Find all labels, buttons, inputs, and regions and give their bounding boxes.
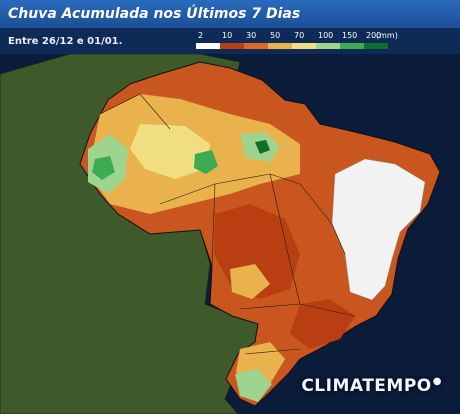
legend-swatch (244, 43, 268, 49)
legend-label: 30 (246, 31, 257, 40)
state-border-line (299, 183, 346, 255)
state-border-line (211, 183, 216, 267)
southeast-heavy (290, 299, 355, 349)
legend-swatch (292, 43, 316, 49)
legend-label: 70 (294, 31, 305, 40)
south-green (235, 369, 272, 402)
brand-name: CLIMATEMPO (301, 376, 432, 396)
state-border-line (269, 173, 301, 305)
para-dark-green (255, 140, 270, 154)
brand-logo: CLIMATEMPO● (301, 376, 442, 396)
legend-swatch (364, 43, 388, 49)
green-core-1 (92, 156, 115, 180)
central-yellow (230, 264, 270, 299)
legend-swatch (196, 43, 220, 49)
state-border-line (244, 348, 301, 355)
period-label: Entre 26/12 e 01/01. (8, 36, 123, 47)
legend-label: 10 (222, 31, 233, 40)
brand-mark-icon: ● (432, 376, 442, 388)
legend-swatch (268, 43, 292, 49)
map-title: Chuva Acumulada nos Últimos 7 Dias (8, 6, 301, 22)
legend-label: 100 (318, 31, 334, 40)
info-bar: Entre 26/12 e 01/01. 2 10 30 50 70 100 150 200(… (0, 28, 460, 54)
state-border-line (159, 173, 301, 205)
legend-swatch (220, 43, 244, 49)
state-borders (99, 93, 356, 355)
legend-swatch (316, 43, 340, 49)
legend-label: 200 (366, 31, 382, 40)
legend-label: 2 (198, 31, 204, 40)
legend-swatch (340, 43, 364, 49)
legend-label: 50 (270, 31, 281, 40)
state-border-line (99, 93, 171, 130)
legend-label: 150 (342, 31, 358, 40)
legend-unit: (mm) (376, 31, 398, 40)
rain-legend: 2 10 30 50 70 100 150 200 (mm) (196, 31, 412, 53)
title-bar: Chuva Acumulada nos Últimos 7 Dias (0, 0, 460, 28)
amazon-light-green (130, 124, 210, 179)
rainfall-map (0, 54, 460, 414)
green-core-2 (194, 150, 218, 174)
state-border-line (239, 303, 356, 317)
